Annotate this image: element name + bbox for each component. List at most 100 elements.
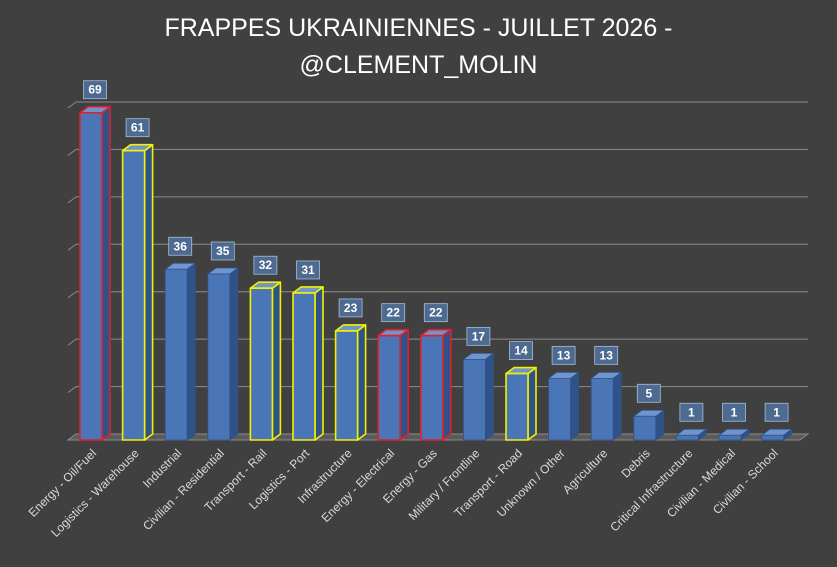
bar-side (186, 262, 196, 441)
bar-front (761, 434, 784, 441)
data-label: 5 (645, 386, 652, 400)
data-label-box (168, 236, 193, 256)
data-label-box (338, 298, 363, 318)
bar (718, 428, 750, 441)
bar-front (121, 149, 146, 441)
bar-front (79, 111, 103, 441)
category-label: Agriculture (560, 446, 611, 497)
bar-side (143, 143, 154, 441)
category-label: Industrial (140, 446, 184, 490)
bar-front (292, 292, 316, 441)
data-label: 69 (88, 83, 102, 97)
data-label: 1 (731, 405, 738, 419)
category-label: Critical Infrastructure (607, 446, 695, 534)
bar-side (271, 281, 282, 441)
bar-front (633, 415, 657, 441)
data-label-box (381, 303, 406, 323)
bar-front (676, 434, 699, 441)
bar-side (612, 371, 622, 441)
bar-front (207, 273, 231, 441)
bar (462, 352, 494, 441)
gridline-tick (67, 338, 77, 346)
gridline-tick (67, 101, 77, 109)
data-label-box (551, 345, 576, 365)
data-label-box (636, 383, 661, 403)
bar-front (718, 434, 742, 441)
bar-front (249, 287, 274, 441)
category-label: Debris (618, 446, 652, 480)
chart-title-line-2: @CLEMENT_MOLIN (299, 51, 538, 79)
bar (590, 371, 622, 441)
chart-title-line-1: FRAPPES UKRAINIENNES - JUILLET 2026 - (164, 14, 673, 42)
category-label: Civilian - Residential (140, 446, 227, 533)
data-label-box (296, 260, 320, 280)
data-label: 1 (688, 405, 695, 419)
bar-side (229, 267, 239, 441)
data-label: 14 (514, 344, 528, 358)
gridline-tick (67, 386, 77, 393)
category-label: Military / Frontline (406, 446, 483, 523)
bar (676, 428, 707, 441)
bar (505, 366, 537, 441)
data-label-box (125, 118, 150, 138)
data-label: 36 (174, 239, 188, 253)
gridline-tick (67, 243, 77, 251)
data-label-box (509, 341, 533, 361)
data-label: 23 (344, 301, 358, 315)
data-label-box (83, 80, 107, 100)
bar (548, 371, 579, 441)
gridline-tick (67, 149, 77, 156)
bar-front (590, 377, 614, 441)
bar-side (399, 328, 410, 441)
data-label: 13 (600, 348, 614, 362)
bar-front (419, 334, 444, 441)
bar-front (377, 334, 402, 441)
data-label-box (679, 402, 704, 422)
bar (633, 409, 665, 441)
data-label: 22 (429, 306, 443, 320)
data-label-box (253, 255, 278, 275)
bar-front (505, 372, 529, 441)
data-label: 13 (557, 348, 571, 362)
bar (377, 328, 410, 441)
bar (419, 328, 452, 441)
data-label: 17 (472, 329, 486, 343)
bar (334, 324, 367, 441)
chart-title: FRAPPES UKRAINIENNES - JUILLET 2026 - @C… (0, 10, 837, 84)
bar (249, 281, 282, 441)
bar-side (527, 366, 537, 441)
data-label-box (722, 402, 746, 422)
data-label: 31 (301, 263, 315, 277)
bar-front (164, 268, 188, 441)
bar-side (570, 371, 579, 441)
data-label-box (764, 402, 789, 422)
data-label: 22 (387, 306, 401, 320)
category-label: Energy - Electrical (319, 446, 398, 525)
data-label: 61 (131, 121, 145, 135)
gridline-tick (67, 291, 77, 299)
bar-front (462, 358, 486, 441)
data-label: 32 (259, 258, 273, 272)
bar (207, 267, 239, 441)
bar-front (548, 377, 571, 441)
bar (164, 262, 196, 441)
gridline-tick (67, 196, 77, 204)
bar (121, 143, 154, 441)
bar-front (334, 330, 359, 441)
bar (761, 428, 792, 441)
bar-side (441, 328, 452, 441)
data-label: 1 (773, 405, 780, 419)
bar-side (484, 352, 494, 441)
data-label: 35 (216, 244, 230, 258)
data-label-box (210, 241, 235, 261)
data-label-box (466, 326, 491, 346)
bar-side (314, 286, 324, 441)
data-label-box (594, 345, 619, 365)
bar-side (101, 105, 111, 441)
data-label-box (423, 303, 448, 323)
bar (292, 286, 324, 441)
bar-side (356, 324, 367, 441)
bar (79, 105, 111, 441)
